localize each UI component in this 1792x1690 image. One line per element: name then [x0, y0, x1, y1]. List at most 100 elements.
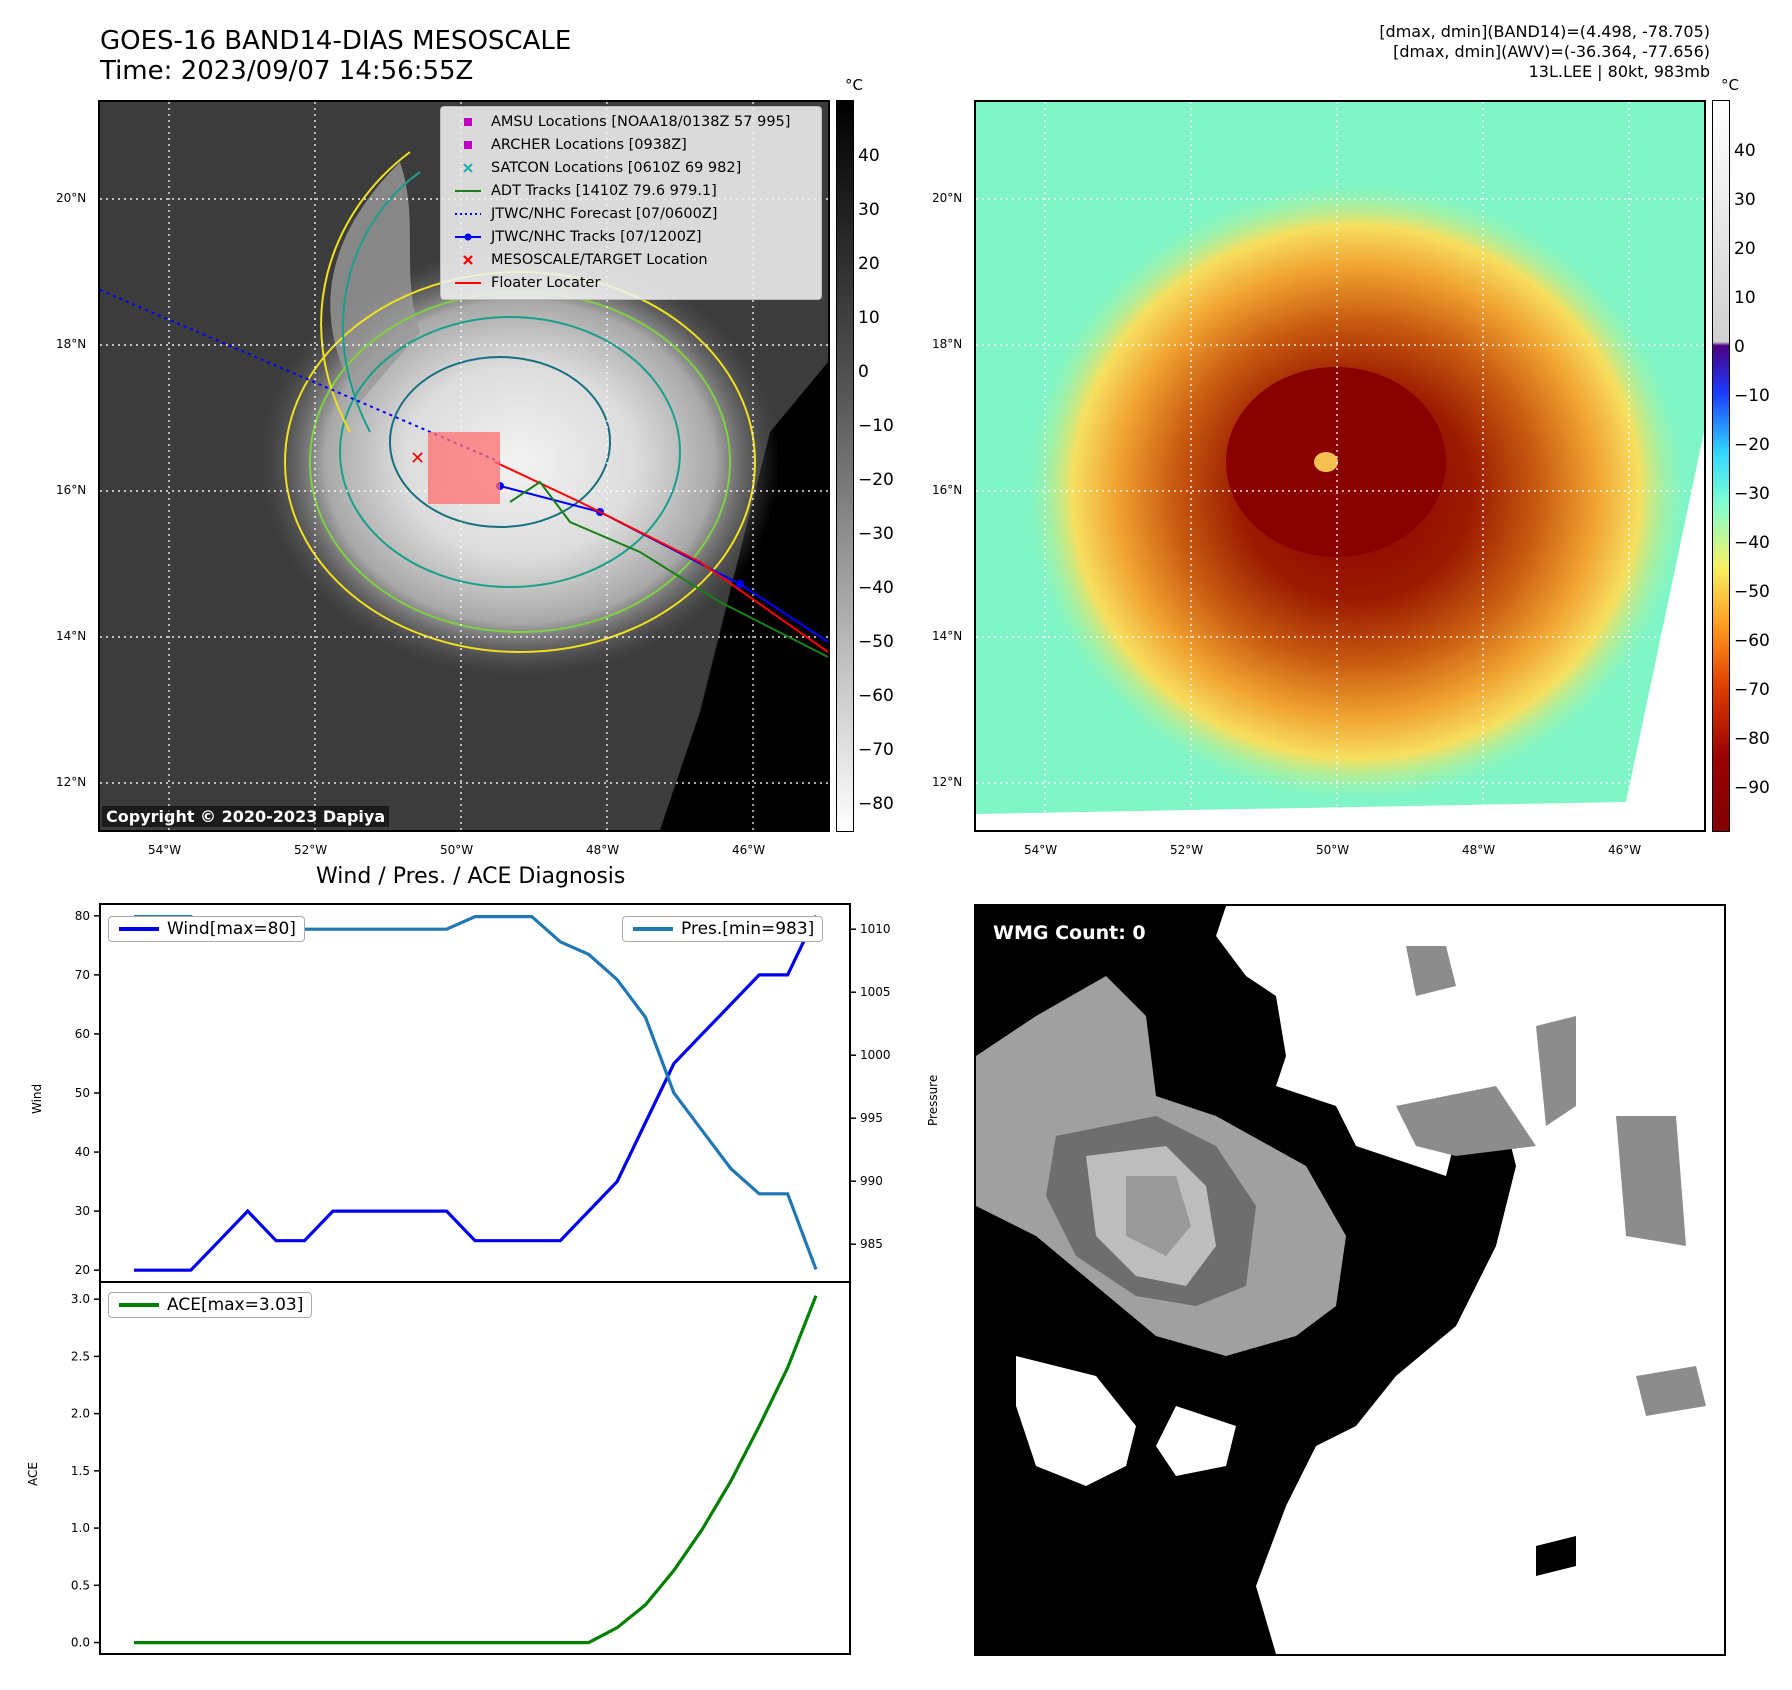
legend-floater: Floater Locater: [441, 272, 821, 294]
awv-colorbar-tick: −60: [1734, 631, 1770, 651]
ir-lat-tick: 12°N: [56, 775, 87, 789]
ir-colorbar-tick: −30: [858, 524, 894, 544]
ace-tick-label: 1.5: [71, 1464, 90, 1478]
ir-colorbar-tick: 10: [858, 308, 880, 328]
ir-colorbar: [836, 100, 854, 832]
awv-colorbar-tick: −20: [1734, 435, 1770, 455]
ir-lat-tick: 18°N: [56, 337, 87, 351]
ir-lon-tick: 48°W: [586, 843, 620, 857]
ir-lon-tick: 46°W: [732, 843, 766, 857]
ace-tick-label: 0.5: [71, 1578, 90, 1592]
wind-legend-line: [119, 927, 159, 931]
wind-tick-label: 20: [75, 1263, 90, 1277]
wind-tick-label: 40: [75, 1145, 90, 1159]
awv-lon-tick: 50°W: [1316, 843, 1350, 857]
ir-lon-tick: 50°W: [440, 843, 474, 857]
wind-legend-label: Wind[max=80]: [167, 919, 296, 939]
legend-x-marker: [463, 255, 473, 265]
ace-tick-label: 3.0: [71, 1292, 90, 1306]
legend-line-marker: [455, 282, 481, 284]
title-line-2: Time: 2023/09/07 14:56:55Z: [100, 56, 474, 86]
wind-legend: Wind[max=80]: [108, 916, 305, 942]
legend-amsu: AMSU Locations [NOAA18/0138Z 57 995]: [441, 111, 821, 133]
legend-label: MESOSCALE/TARGET Location: [491, 252, 708, 268]
ir-lon-tick: 54°W: [148, 843, 182, 857]
wind-tick-label: 80: [75, 909, 90, 923]
awv-colorbar-tick: 10: [1734, 288, 1756, 308]
stats-line-2: [dmax, dmin](AWV)=(-36.364, -77.656): [1393, 42, 1710, 61]
awv-lat-tick: 18°N: [932, 337, 963, 351]
wmg-image: [976, 906, 1724, 1654]
awv-lon-tick: 48°W: [1462, 843, 1496, 857]
wind-line: [134, 915, 818, 1272]
title-line-1: GOES-16 BAND14-DIAS MESOSCALE: [100, 26, 572, 56]
ace-legend-line: [119, 1303, 159, 1307]
stats-header: [dmax, dmin](BAND14)=(4.498, -78.705) [d…: [1379, 22, 1710, 82]
ace-plot-frame: [99, 1281, 851, 1655]
legend-label: JTWC/NHC Forecast [07/0600Z]: [491, 206, 718, 222]
legend-label: ARCHER Locations [0938Z]: [491, 137, 687, 153]
ir-lat-tick: 16°N: [56, 483, 87, 497]
awv-lat-tick: 12°N: [932, 775, 963, 789]
pressure-tick-label: 1010: [860, 922, 891, 936]
legend-label: JTWC/NHC Tracks [07/1200Z]: [491, 229, 702, 245]
pressure-tick-label: 990: [860, 1174, 883, 1188]
wind-plot-frame: [99, 903, 851, 1283]
ir-colorbar-tick: 20: [858, 254, 880, 274]
ir-colorbar-tick: −10: [858, 416, 894, 436]
legend-label: AMSU Locations [NOAA18/0138Z 57 995]: [491, 114, 791, 130]
legend-forecast: JTWC/NHC Forecast [07/0600Z]: [441, 203, 821, 225]
legend-x-marker: [463, 163, 473, 173]
ir-colorbar-tick: −40: [858, 578, 894, 598]
ace-legend-label: ACE[max=3.03]: [167, 1295, 304, 1315]
ir-lat-tick: 14°N: [56, 629, 87, 643]
legend-tracks: JTWC/NHC Tracks [07/1200Z]: [441, 226, 821, 248]
ace-plot: 0.0 0.5 1.0 1.5 2.0 2.5 3.0: [71, 1281, 851, 1655]
legend-label: SATCON Locations [0610Z 69 982]: [491, 160, 742, 176]
wind-tick-label: 30: [75, 1204, 90, 1218]
svg-text:✕: ✕: [410, 448, 425, 469]
ir-lat-tick: 20°N: [56, 191, 87, 205]
ir-colorbar-tick: −70: [858, 740, 894, 760]
copyright-notice: Copyright © 2020-2023 Dapiya: [102, 806, 390, 827]
legend-square-marker: [464, 141, 472, 149]
diagnosis-title: Wind / Pres. / ACE Diagnosis: [316, 864, 626, 889]
pressure-line: [134, 915, 818, 1270]
ir-colorbar-tick: 0: [858, 362, 869, 382]
legend-label: ADT Tracks [1410Z 79.6 979.1]: [491, 183, 717, 199]
awv-colorbar-tick: −80: [1734, 729, 1770, 749]
figure-title: GOES-16 BAND14-DIAS MESOSCALE Time: 2023/…: [100, 26, 571, 86]
wind-tick-label: 60: [75, 1027, 90, 1041]
awv-lon-tick: 52°W: [1170, 843, 1204, 857]
awv-satellite-image: [976, 102, 1704, 830]
ace-tick-label: 2.0: [71, 1407, 90, 1421]
pressure-tick-label: 1000: [860, 1048, 891, 1062]
legend-label: Floater Locater: [491, 275, 601, 291]
ace-tick-label: 0.0: [71, 1636, 90, 1650]
ir-colorbar-tick: 40: [858, 146, 880, 166]
wind-tick-label: 70: [75, 968, 90, 982]
awv-colorbar-tick: −50: [1734, 582, 1770, 602]
ir-colorbar-tick: −60: [858, 686, 894, 706]
ir-colorbar-tick: −50: [858, 632, 894, 652]
legend-line-marker: [455, 190, 481, 192]
awv-lat-tick: 16°N: [932, 483, 963, 497]
awv-colorbar-tick: −10: [1734, 386, 1770, 406]
awv-lon-tick: 54°W: [1024, 843, 1058, 857]
legend-square-marker: [464, 118, 472, 126]
ace-line: [134, 1295, 818, 1645]
ir-lon-tick: 52°W: [294, 843, 328, 857]
awv-lat-tick: 14°N: [932, 629, 963, 643]
stats-line-1: [dmax, dmin](BAND14)=(4.498, -78.705): [1379, 22, 1710, 41]
ir-colorbar-tick: 30: [858, 200, 880, 220]
legend-line-dot-marker: [455, 233, 481, 241]
ace-tick-label: 1.0: [71, 1521, 90, 1535]
awv-colorbar-tick: 20: [1734, 239, 1756, 259]
wmg-count-label: WMG Count: 0: [993, 922, 1146, 944]
ir-colorbar-tick: −20: [858, 470, 894, 490]
legend-adt: ADT Tracks [1410Z 79.6 979.1]: [441, 180, 821, 202]
ace-legend: ACE[max=3.03]: [108, 1292, 313, 1318]
wind-tick-label: 50: [75, 1086, 90, 1100]
stats-line-3: 13L.LEE | 80kt, 983mb: [1528, 62, 1710, 81]
